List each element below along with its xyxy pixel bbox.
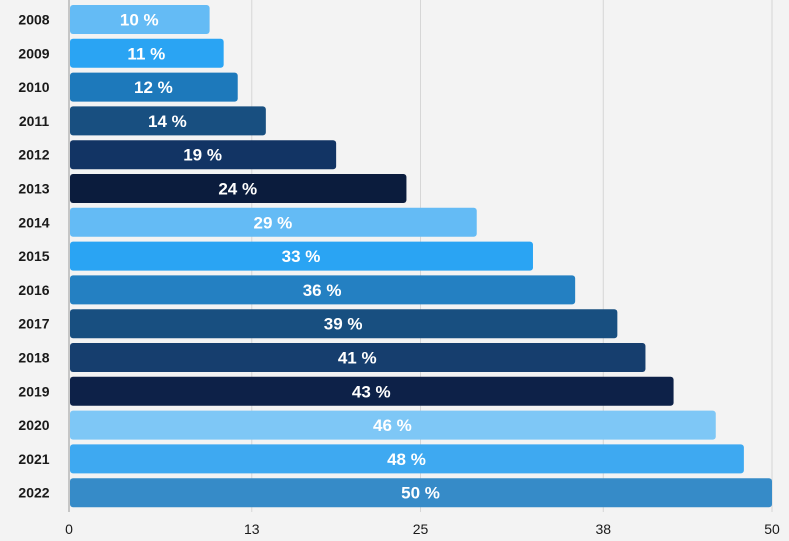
bars: 10 % 11 % 12 % 14 % 19 % 24 % 29 % 33 % 36 % 39 %… xyxy=(70,5,772,508)
bar-2020 xyxy=(70,410,716,440)
category-labels: 2008 2009 2010 2011 2012 2013 2014 2015 2016 2017… xyxy=(18,12,49,501)
bar-2010 xyxy=(70,72,238,102)
category-label-2016: 2016 xyxy=(18,282,49,298)
bar-2013 xyxy=(70,174,407,203)
bar-2014 xyxy=(70,207,477,237)
bar-value-label-2009: 11 % xyxy=(127,44,165,63)
bar-2018 xyxy=(70,343,646,372)
category-label-2014: 2014 xyxy=(18,214,49,230)
x-axis-tick-labels: 0 13 25 38 50 xyxy=(65,521,780,537)
bar-2009 xyxy=(70,38,224,68)
bar-value-label-2012: 19 % xyxy=(183,146,222,165)
bar-value-label-2016: 36 % xyxy=(303,281,342,300)
bar-2015 xyxy=(70,241,533,271)
bar-2021 xyxy=(70,444,744,474)
category-label-2019: 2019 xyxy=(18,383,49,399)
bar-value-label-2014: 29 % xyxy=(253,213,292,232)
bar-2011 xyxy=(70,106,266,136)
category-label-2008: 2008 xyxy=(18,12,49,28)
x-tick-label-50: 50 xyxy=(764,521,780,537)
bar-value-label-2008: 10 % xyxy=(120,11,159,30)
category-label-2012: 2012 xyxy=(18,147,49,163)
x-tick-label-0: 0 xyxy=(65,521,73,537)
bar-value-label-2018: 41 % xyxy=(338,349,377,368)
bar-value-label-2015: 33 % xyxy=(282,247,321,266)
bar-value-label-2022: 50 % xyxy=(401,484,440,503)
x-tick-label-13: 13 xyxy=(244,521,260,537)
category-label-2011: 2011 xyxy=(19,113,50,129)
category-label-2015: 2015 xyxy=(18,248,49,264)
bar-value-label-2021: 48 % xyxy=(387,450,426,469)
x-tick-label-25: 25 xyxy=(413,521,429,537)
bar-value-label-2019: 43 % xyxy=(352,382,391,401)
bar-2008 xyxy=(70,5,210,34)
bar-value-label-2010: 12 % xyxy=(134,78,173,97)
bar-value-label-2011: 14 % xyxy=(148,112,187,131)
category-label-2020: 2020 xyxy=(18,417,49,433)
bar-2017 xyxy=(70,309,618,339)
x-tick-label-38: 38 xyxy=(595,521,611,537)
category-label-2022: 2022 xyxy=(18,485,49,501)
bar-2012 xyxy=(70,140,337,170)
category-label-2013: 2013 xyxy=(18,181,49,197)
bar-2019 xyxy=(70,376,674,406)
bar-2022 xyxy=(70,478,772,508)
category-label-2017: 2017 xyxy=(18,316,49,332)
category-label-2009: 2009 xyxy=(18,45,49,61)
category-label-2018: 2018 xyxy=(18,350,49,366)
category-label-2010: 2010 xyxy=(18,79,49,95)
bar-value-label-2020: 46 % xyxy=(373,416,412,435)
bar-value-label-2013: 24 % xyxy=(218,180,257,199)
bar-value-label-2017: 39 % xyxy=(324,315,363,334)
category-label-2021: 2021 xyxy=(18,451,49,467)
bar-2016 xyxy=(70,275,576,305)
